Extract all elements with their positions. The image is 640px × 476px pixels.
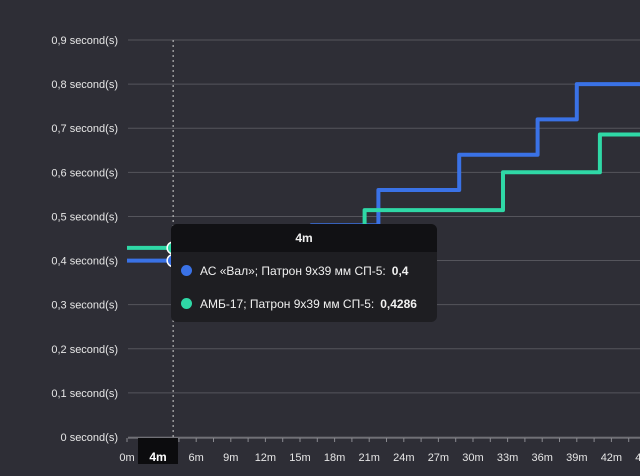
y-tick-label: 0,3 second(s) — [51, 300, 118, 312]
tooltip-row-label: АМБ-17; Патрон 9х39 мм СП-5: — [200, 297, 375, 311]
y-tick-label: 0,4 second(s) — [51, 256, 118, 268]
y-tick-label: 0,9 second(s) — [51, 35, 118, 47]
y-tick-label: 0,6 second(s) — [51, 167, 118, 179]
x-tick-label: 30m — [462, 452, 483, 464]
tooltip-title: 4m — [171, 224, 437, 252]
y-tick-label: 0,5 second(s) — [51, 211, 118, 223]
tooltip-row-val: АС «Вал»; Патрон 9х39 мм СП-5: 0,4 — [181, 262, 408, 280]
x-tick-label: 24m — [393, 452, 414, 464]
x-axis: 0m3m6m9m12m15m18m21m24m27m30m33m36m39m42… — [119, 437, 640, 464]
series-dot-icon — [181, 265, 192, 277]
series-dot-icon — [181, 298, 192, 310]
y-tick-label: 0,1 second(s) — [51, 388, 118, 400]
x-tick-label: 33m — [497, 452, 518, 464]
chart-canvas[interactable]: 0 second(s) 0,1 second(s) 0,2 second(s) 0,3… — [0, 0, 640, 464]
y-tick-label: 0,7 second(s) — [51, 123, 118, 135]
y-tick-label: 0,2 second(s) — [51, 344, 118, 356]
tooltip-row-value: 0,4286 — [380, 297, 417, 311]
x-tick-label: 12m — [255, 452, 276, 464]
x-tick-label: 18m — [324, 452, 345, 464]
tooltip: 4m АС «Вал»; Патрон 9х39 мм СП-5: 0,4 АМБ… — [171, 224, 437, 322]
tooltip-row-value: 0,4 — [391, 264, 409, 278]
cursor-x-label: 4m — [138, 438, 178, 464]
y-tick-label: 0 second(s) — [61, 432, 118, 444]
x-tick-label: 9m — [223, 452, 238, 464]
tooltip-row-label: АС «Вал»; Патрон 9х39 мм СП-5: — [200, 264, 386, 278]
x-tick-label: 21m — [358, 452, 379, 464]
x-tick-label: 39m — [566, 452, 587, 464]
y-axis-ticks: 0 second(s) 0,1 second(s) 0,2 second(s) 0,3… — [51, 35, 118, 444]
x-tick-label: 0m — [119, 452, 134, 464]
x-tick-label: 42m — [601, 452, 622, 464]
x-tick-label: 6m — [189, 452, 204, 464]
y-tick-label: 0,8 second(s) — [51, 79, 118, 91]
x-tick-label: 27m — [428, 452, 449, 464]
x-tick-label: 36m — [531, 452, 552, 464]
x-tick-label: 15m — [289, 452, 310, 464]
x-tick-label: 45m — [635, 452, 640, 464]
tooltip-row-amb17: АМБ-17; Патрон 9х39 мм СП-5: 0,4286 — [181, 295, 417, 313]
